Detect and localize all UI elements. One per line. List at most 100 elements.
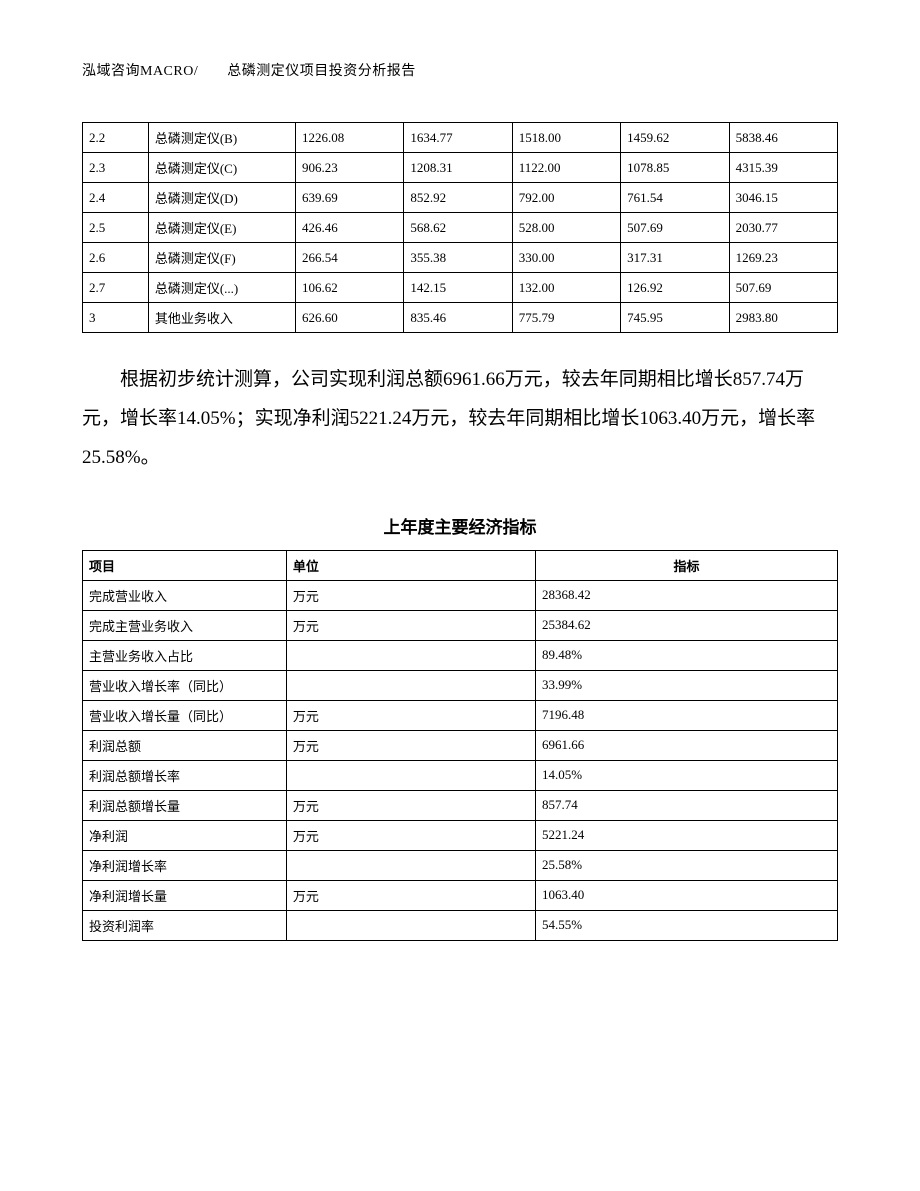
- table-cell: 775.79: [512, 303, 620, 333]
- table-cell: 3: [83, 303, 149, 333]
- table-cell: 总磷测定仪(C): [148, 153, 295, 183]
- table-cell: 总磷测定仪(E): [148, 213, 295, 243]
- table-cell: 89.48%: [535, 640, 837, 670]
- table-cell: 317.31: [621, 243, 729, 273]
- table-cell: 2.6: [83, 243, 149, 273]
- table-cell: 2983.80: [729, 303, 837, 333]
- table-cell: 利润总额增长率: [83, 760, 287, 790]
- table-cell: 6961.66: [535, 730, 837, 760]
- indicators-table: 项目 单位 指标 完成营业收入万元28368.42完成主营业务收入万元25384…: [82, 550, 838, 941]
- table-row: 净利润万元5221.24: [83, 820, 838, 850]
- table-cell: 330.00: [512, 243, 620, 273]
- table-cell: 54.55%: [535, 910, 837, 940]
- table-cell: 投资利润率: [83, 910, 287, 940]
- table-cell: 507.69: [621, 213, 729, 243]
- table-cell: 507.69: [729, 273, 837, 303]
- summary-paragraph: 根据初步统计测算，公司实现利润总额6961.66万元，较去年同期相比增长857.…: [82, 361, 838, 478]
- table-row: 2.7总磷测定仪(...)106.62142.15132.00126.92507…: [83, 273, 838, 303]
- indicators-table-title: 上年度主要经济指标: [82, 513, 838, 538]
- table-cell: 5838.46: [729, 123, 837, 153]
- table-row: 2.6总磷测定仪(F)266.54355.38330.00317.311269.…: [83, 243, 838, 273]
- table-row: 利润总额增长率 14.05%: [83, 760, 838, 790]
- table-cell: 132.00: [512, 273, 620, 303]
- table-row: 3其他业务收入626.60835.46775.79745.952983.80: [83, 303, 838, 333]
- table-cell: 106.62: [295, 273, 403, 303]
- table-cell: 1122.00: [512, 153, 620, 183]
- table-cell: 761.54: [621, 183, 729, 213]
- table-cell: 852.92: [404, 183, 512, 213]
- table-cell: [286, 670, 535, 700]
- table-cell: 33.99%: [535, 670, 837, 700]
- table-cell: [286, 760, 535, 790]
- table-cell: 2.4: [83, 183, 149, 213]
- table-cell: 万元: [286, 820, 535, 850]
- table-cell: 2.3: [83, 153, 149, 183]
- table-cell: 净利润增长率: [83, 850, 287, 880]
- table-cell: 净利润增长量: [83, 880, 287, 910]
- table-cell: 28368.42: [535, 580, 837, 610]
- table-row: 完成营业收入万元28368.42: [83, 580, 838, 610]
- table-cell: 745.95: [621, 303, 729, 333]
- table-cell: 1226.08: [295, 123, 403, 153]
- indicators-table-body: 完成营业收入万元28368.42完成主营业务收入万元25384.62主营业务收入…: [83, 580, 838, 940]
- table-cell: [286, 850, 535, 880]
- table-cell: 万元: [286, 880, 535, 910]
- table-row: 净利润增长量万元1063.40: [83, 880, 838, 910]
- table-row: 利润总额增长量万元857.74: [83, 790, 838, 820]
- table-cell: 营业收入增长率（同比）: [83, 670, 287, 700]
- table-cell: 7196.48: [535, 700, 837, 730]
- table-row: 2.2总磷测定仪(B)1226.081634.771518.001459.625…: [83, 123, 838, 153]
- revenue-table: 2.2总磷测定仪(B)1226.081634.771518.001459.625…: [82, 122, 838, 333]
- table-row: 2.3总磷测定仪(C)906.231208.311122.001078.8543…: [83, 153, 838, 183]
- table-row: 2.4总磷测定仪(D)639.69852.92792.00761.543046.…: [83, 183, 838, 213]
- table-cell: 1518.00: [512, 123, 620, 153]
- table-cell: [286, 640, 535, 670]
- table-cell: 2.2: [83, 123, 149, 153]
- table-cell: 万元: [286, 580, 535, 610]
- table-cell: 568.62: [404, 213, 512, 243]
- table-cell: 1634.77: [404, 123, 512, 153]
- table-cell: 万元: [286, 730, 535, 760]
- revenue-table-body: 2.2总磷测定仪(B)1226.081634.771518.001459.625…: [83, 123, 838, 333]
- table-cell: 857.74: [535, 790, 837, 820]
- table-cell: 639.69: [295, 183, 403, 213]
- table-row: 营业收入增长率（同比） 33.99%: [83, 670, 838, 700]
- table-cell: [286, 910, 535, 940]
- table-cell: 126.92: [621, 273, 729, 303]
- table-cell: 总磷测定仪(B): [148, 123, 295, 153]
- table-cell: 2.7: [83, 273, 149, 303]
- table-cell: 835.46: [404, 303, 512, 333]
- table-cell: 营业收入增长量（同比）: [83, 700, 287, 730]
- table-cell: 净利润: [83, 820, 287, 850]
- table-cell: 355.38: [404, 243, 512, 273]
- table-cell: 万元: [286, 610, 535, 640]
- table-cell: 其他业务收入: [148, 303, 295, 333]
- table-cell: 2030.77: [729, 213, 837, 243]
- table-cell: 426.46: [295, 213, 403, 243]
- table-cell: 完成主营业务收入: [83, 610, 287, 640]
- table-cell: 792.00: [512, 183, 620, 213]
- table-row: 投资利润率 54.55%: [83, 910, 838, 940]
- table-cell: 5221.24: [535, 820, 837, 850]
- table-cell: 1208.31: [404, 153, 512, 183]
- table-cell: 主营业务收入占比: [83, 640, 287, 670]
- header-value: 指标: [535, 550, 837, 580]
- table-row: 净利润增长率 25.58%: [83, 850, 838, 880]
- table-cell: 1459.62: [621, 123, 729, 153]
- table-cell: 总磷测定仪(D): [148, 183, 295, 213]
- table-cell: 利润总额增长量: [83, 790, 287, 820]
- table-row: 利润总额万元6961.66: [83, 730, 838, 760]
- table-cell: 3046.15: [729, 183, 837, 213]
- table-cell: 142.15: [404, 273, 512, 303]
- table-cell: 万元: [286, 700, 535, 730]
- table-cell: 25.58%: [535, 850, 837, 880]
- table-cell: 完成营业收入: [83, 580, 287, 610]
- table-cell: 25384.62: [535, 610, 837, 640]
- table-header-row: 项目 单位 指标: [83, 550, 838, 580]
- table-cell: 266.54: [295, 243, 403, 273]
- table-row: 主营业务收入占比 89.48%: [83, 640, 838, 670]
- table-cell: 1078.85: [621, 153, 729, 183]
- table-cell: 总磷测定仪(F): [148, 243, 295, 273]
- table-row: 营业收入增长量（同比）万元7196.48: [83, 700, 838, 730]
- table-cell: 14.05%: [535, 760, 837, 790]
